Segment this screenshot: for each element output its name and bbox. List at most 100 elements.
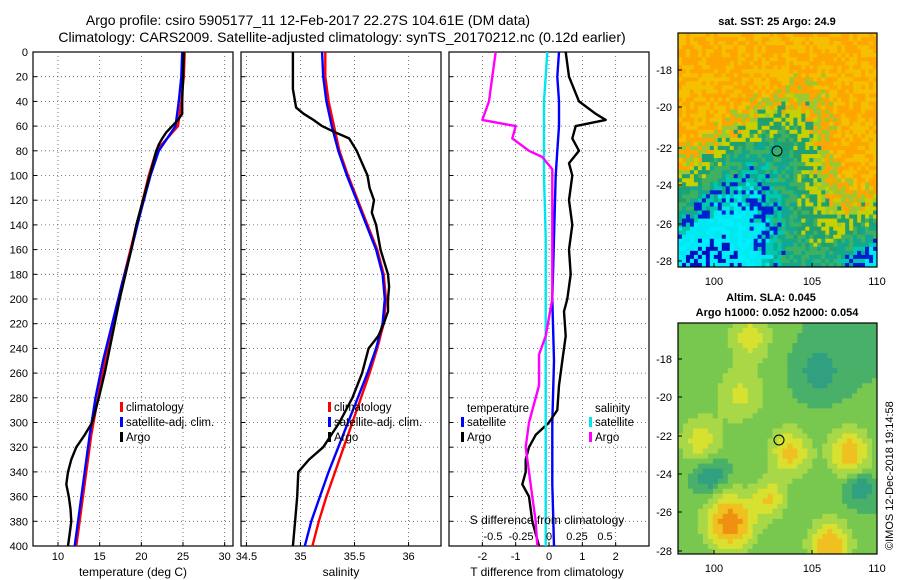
sst-cell xyxy=(805,210,810,215)
sst-cell xyxy=(713,218,719,224)
sla-cell xyxy=(717,508,724,515)
sst-cell xyxy=(801,49,806,54)
sla-cell xyxy=(847,373,853,379)
sla-cell xyxy=(827,483,833,490)
sla-cell xyxy=(852,358,858,364)
sla-cell xyxy=(822,363,828,369)
sst-cell xyxy=(837,97,842,102)
sst-cell xyxy=(841,41,846,46)
sla-cell xyxy=(872,473,878,480)
sst-cell xyxy=(737,186,743,191)
sla-cell xyxy=(742,423,749,429)
sst-cell xyxy=(865,190,870,195)
sst-cell xyxy=(725,57,731,62)
sla-cell xyxy=(872,383,878,389)
sla-cell xyxy=(717,458,724,465)
sst-cell xyxy=(821,37,826,42)
sst-cell xyxy=(757,33,762,38)
sst-cell xyxy=(837,61,842,66)
sst-cell xyxy=(785,214,790,219)
sla-cell xyxy=(837,373,843,379)
sst-cell xyxy=(869,57,874,62)
sst-cell xyxy=(845,206,850,211)
sla-cell xyxy=(787,478,793,485)
sst-cell xyxy=(809,45,814,50)
sla-cell xyxy=(687,408,694,414)
sla-cell xyxy=(692,438,699,444)
sst-cell xyxy=(773,109,778,115)
sla-cell xyxy=(777,323,783,329)
sst-cell xyxy=(709,53,715,58)
sst-cell xyxy=(793,222,798,228)
sla-cell xyxy=(842,323,848,329)
sst-cell xyxy=(781,93,786,98)
sla-cell xyxy=(787,438,793,444)
sla-cell xyxy=(807,338,813,344)
sst-cell xyxy=(769,190,774,195)
sst-cell xyxy=(678,238,683,244)
sst-cell xyxy=(849,45,854,50)
sla-cell xyxy=(717,373,724,379)
sla-cell xyxy=(857,323,863,329)
sst-cell xyxy=(729,190,735,195)
sst-cell xyxy=(857,81,862,86)
sst-cell xyxy=(693,113,699,119)
sst-cell xyxy=(697,190,703,195)
sla-cell xyxy=(777,533,783,540)
sst-cell xyxy=(713,121,719,127)
sla-cell xyxy=(857,363,863,369)
sla-cell xyxy=(678,533,684,540)
sla-cell xyxy=(762,403,768,409)
sst-cell xyxy=(853,121,858,127)
sst-cell xyxy=(678,150,683,155)
sst-cell xyxy=(709,170,715,175)
sst-cell xyxy=(757,230,762,236)
sla-cell xyxy=(687,538,694,545)
sla-cell xyxy=(822,533,828,540)
sla-cell xyxy=(787,358,793,364)
sst-cell xyxy=(769,65,774,70)
sla-cell xyxy=(837,508,843,515)
sla-cell xyxy=(797,453,803,459)
sla-cell xyxy=(762,388,768,394)
sst-cell xyxy=(705,117,711,123)
sla-cell xyxy=(687,323,694,329)
sst-cell xyxy=(841,53,846,58)
sla-cell xyxy=(872,403,878,409)
sst-cell xyxy=(857,121,862,127)
sst-cell xyxy=(849,154,854,159)
sst-cell xyxy=(705,242,711,248)
sst-cell xyxy=(717,133,723,139)
sst-cell xyxy=(761,37,766,42)
sla-cell xyxy=(782,528,788,535)
sst-cell xyxy=(685,186,691,191)
sst-cell xyxy=(829,69,834,74)
sst-cell xyxy=(725,190,731,195)
sst-cell xyxy=(761,214,766,219)
sst-cell xyxy=(857,113,862,119)
sla-cell xyxy=(857,403,863,409)
sst-cell xyxy=(841,77,846,82)
sla-cell xyxy=(767,528,773,535)
sst-cell xyxy=(689,105,695,111)
sla-cell xyxy=(717,398,724,404)
sst-cell xyxy=(873,158,878,163)
sst-cell xyxy=(849,162,854,167)
sla-cell xyxy=(787,528,793,535)
sst-cell xyxy=(678,250,683,256)
sst-cell xyxy=(825,121,830,127)
sst-cell xyxy=(681,65,687,70)
sst-cell xyxy=(721,61,727,66)
sst-cell xyxy=(745,158,751,163)
sla-cell xyxy=(787,353,793,359)
sla-cell xyxy=(722,443,729,449)
sst-cell xyxy=(833,41,838,46)
sla-cell xyxy=(762,443,768,449)
sst-cell xyxy=(737,166,743,171)
sla-cell xyxy=(682,493,689,500)
sla-cell xyxy=(822,378,828,384)
sla-cell xyxy=(697,328,704,334)
sst-cell xyxy=(713,254,719,260)
sst-cell xyxy=(777,61,782,66)
sla-cell xyxy=(842,398,848,404)
